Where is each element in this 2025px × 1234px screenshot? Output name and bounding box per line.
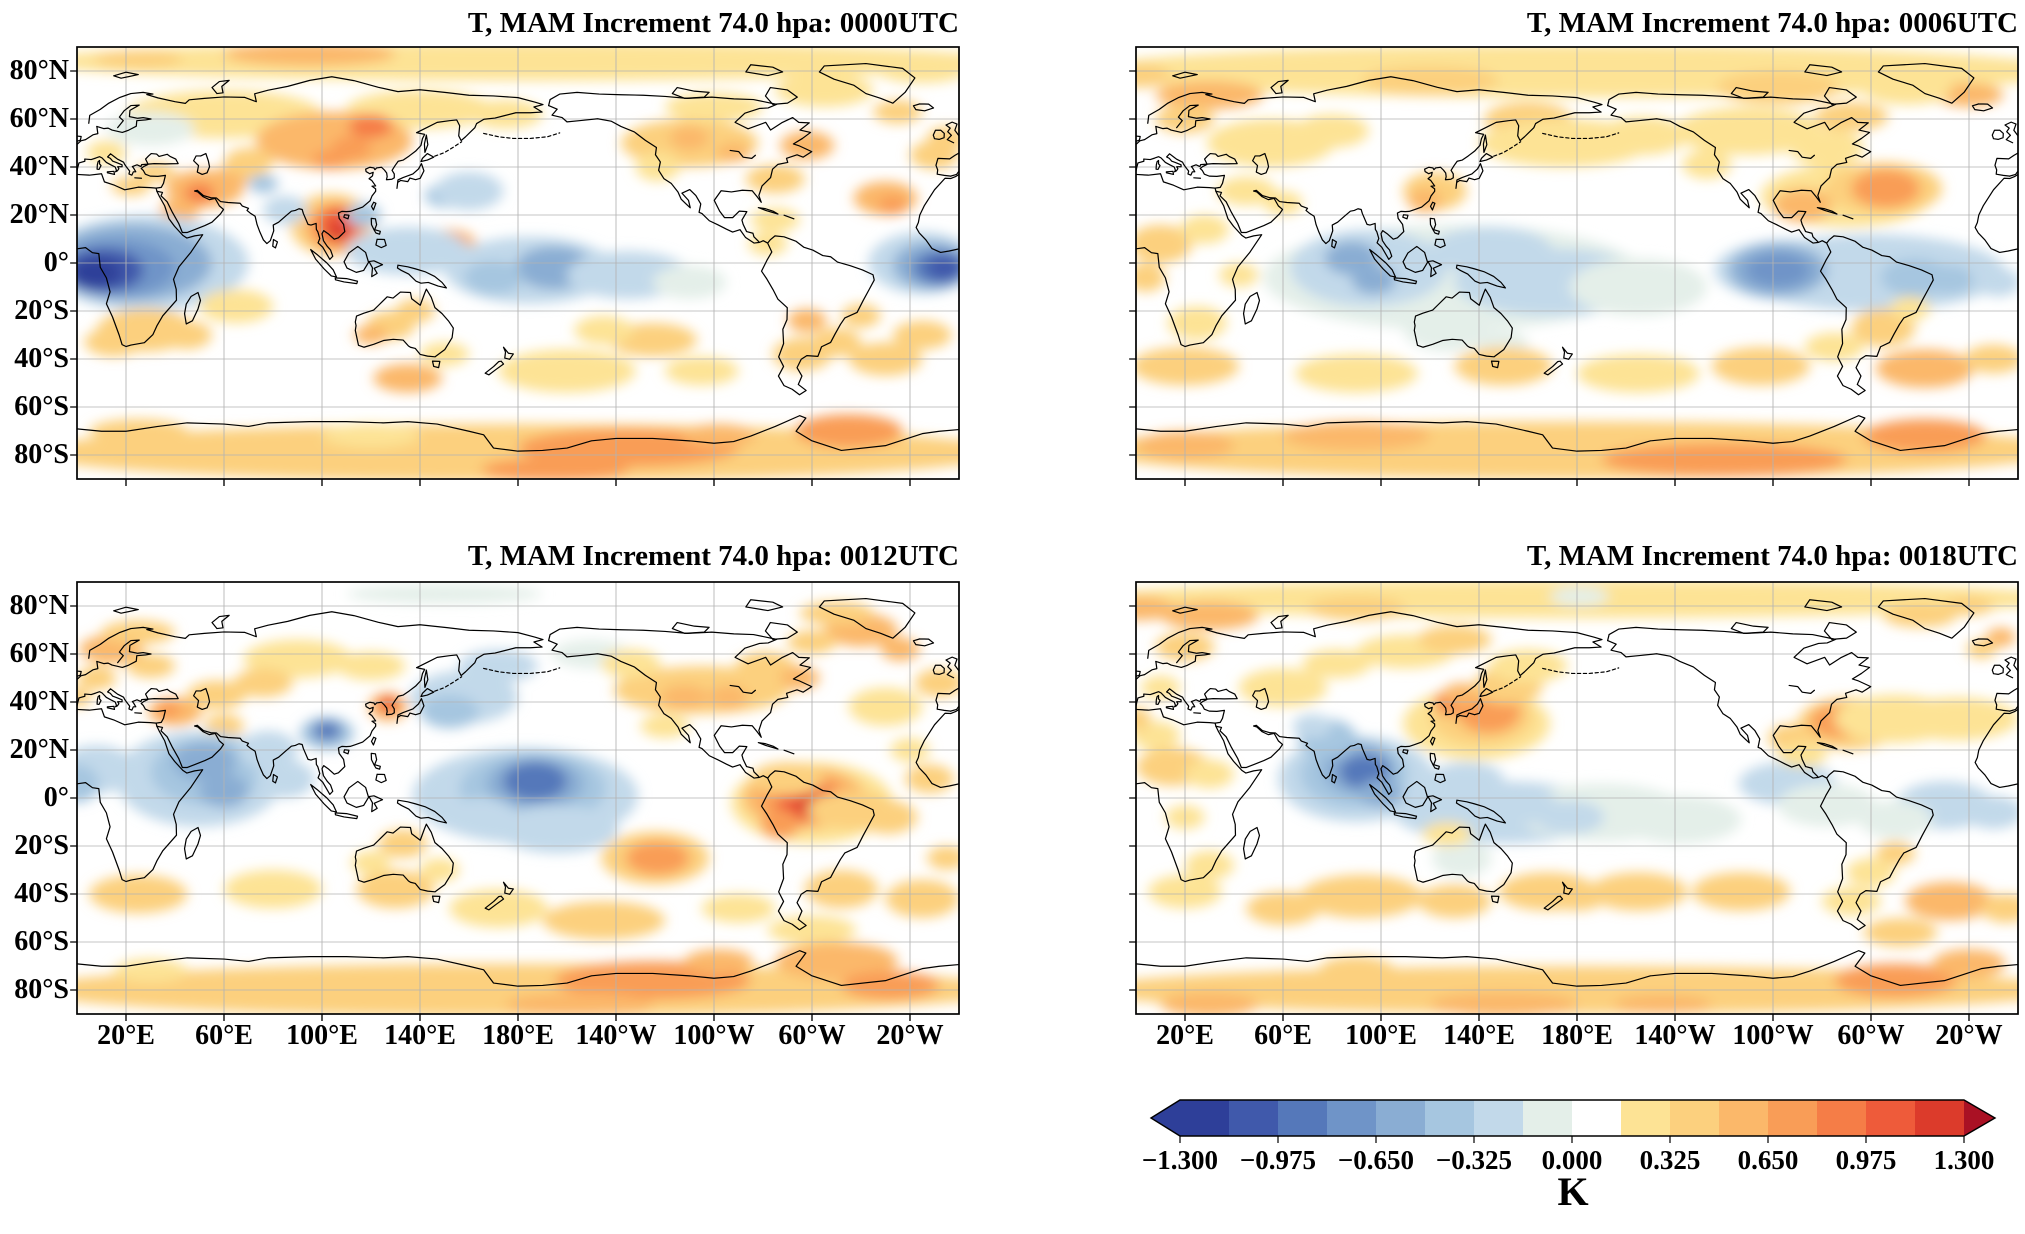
- map-panel-0018utc: [1129, 581, 2019, 1021]
- lat-tick-label: 20°S: [14, 830, 69, 861]
- lon-tick-label: 140°W: [575, 1020, 657, 1051]
- map-panel-0000utc: [70, 46, 960, 486]
- coastlines: [77, 62, 960, 452]
- map-panel-0012utc: [70, 581, 960, 1021]
- lat-tick-label: 0°: [43, 247, 69, 278]
- colorbar-tick-label: −1.300: [1141, 1145, 1219, 1175]
- map-content: [1136, 582, 2018, 1014]
- lat-tick-label: 40°N: [9, 686, 69, 717]
- lon-tick-label: 140°W: [1634, 1020, 1716, 1051]
- lon-tick-label: 60°E: [195, 1020, 253, 1051]
- lon-tick-label: 140°E: [1443, 1020, 1515, 1051]
- lat-tick-label: 20°N: [9, 734, 69, 765]
- colorbar-tick-label: −0.650: [1337, 1145, 1415, 1175]
- panel-title-0006utc: T, MAM Increment 74.0 hpa: 0006UTC: [1526, 7, 2018, 39]
- lon-tick-label: 20°E: [97, 1020, 155, 1051]
- colorbar-unit-label: K: [1557, 1169, 1589, 1214]
- graticule: [1136, 47, 2018, 479]
- map-content: [1136, 47, 2018, 479]
- lon-tick-label: 60°W: [778, 1020, 846, 1051]
- lon-tick-label: 100°E: [1345, 1020, 1417, 1051]
- lat-tick-label: 80°N: [9, 55, 69, 86]
- anomaly-field: [77, 47, 960, 479]
- lat-tick-label: 20°S: [14, 295, 69, 326]
- lat-tick-label: 20°N: [9, 199, 69, 230]
- lat-tick-label: 40°N: [9, 151, 69, 182]
- lon-tick-label: 20°E: [1156, 1020, 1214, 1051]
- colorbar-tick-label: −0.975: [1239, 1145, 1317, 1175]
- colorbar-tick-label: −0.325: [1435, 1145, 1513, 1175]
- lat-tick-label: 60°S: [14, 391, 69, 422]
- colorbar-tick-label: 0.975: [1835, 1145, 1897, 1175]
- lon-tick-label: 20°W: [876, 1020, 944, 1051]
- lat-tick-label: 40°S: [14, 343, 69, 374]
- map-panel-0006utc: [1129, 46, 2019, 486]
- colorbar-ticks: [1179, 1136, 1965, 1143]
- colorbar-over-arrow: [1964, 1100, 1995, 1136]
- lon-tick-label: 100°W: [673, 1020, 755, 1051]
- lon-tick-label: 100°W: [1732, 1020, 1814, 1051]
- map-content: [77, 582, 960, 1014]
- lat-tick-label: 60°N: [9, 638, 69, 669]
- colorbar-tick-label: 0.325: [1639, 1145, 1701, 1175]
- lat-tick-label: 80°N: [9, 590, 69, 621]
- axis-ticks: [1129, 605, 1970, 1021]
- colorbar-tick-label: 0.000: [1541, 1145, 1603, 1175]
- panel-title-0012utc: T, MAM Increment 74.0 hpa: 0012UTC: [467, 540, 959, 572]
- coastlines: [1136, 597, 2018, 987]
- graticule: [77, 47, 960, 479]
- lon-tick-label: 20°W: [1935, 1020, 2003, 1051]
- lon-tick-label: 60°W: [1837, 1020, 1905, 1051]
- lon-tick-label: 60°E: [1254, 1020, 1312, 1051]
- coastlines: [77, 597, 960, 987]
- coastlines: [1136, 62, 2018, 452]
- lat-tick-label: 60°S: [14, 926, 69, 957]
- lat-tick-label: 80°S: [14, 439, 69, 470]
- lon-tick-label: 140°E: [384, 1020, 456, 1051]
- graticule: [77, 582, 960, 1014]
- lon-tick-label: 180°E: [482, 1020, 554, 1051]
- map-content: [77, 47, 960, 479]
- lon-tick-label: 100°E: [286, 1020, 358, 1051]
- panel-title-0018utc: T, MAM Increment 74.0 hpa: 0018UTC: [1526, 540, 2018, 572]
- axis-ticks: [70, 70, 911, 486]
- panel-title-0000utc: T, MAM Increment 74.0 hpa: 0000UTC: [467, 7, 959, 39]
- lat-tick-label: 60°N: [9, 103, 69, 134]
- graticule: [1136, 582, 2018, 1014]
- colorbar: [1148, 1099, 1998, 1147]
- axis-ticks: [1129, 70, 1970, 486]
- colorbar-tick-label: 1.300: [1933, 1145, 1995, 1175]
- colorbar-under-arrow: [1151, 1100, 1180, 1136]
- lon-tick-label: 180°E: [1541, 1020, 1613, 1051]
- lat-tick-label: 80°S: [14, 974, 69, 1005]
- axis-ticks: [70, 605, 911, 1021]
- lat-tick-label: 40°S: [14, 878, 69, 909]
- lat-tick-label: 0°: [43, 782, 69, 813]
- colorbar-tick-label: 0.650: [1737, 1145, 1799, 1175]
